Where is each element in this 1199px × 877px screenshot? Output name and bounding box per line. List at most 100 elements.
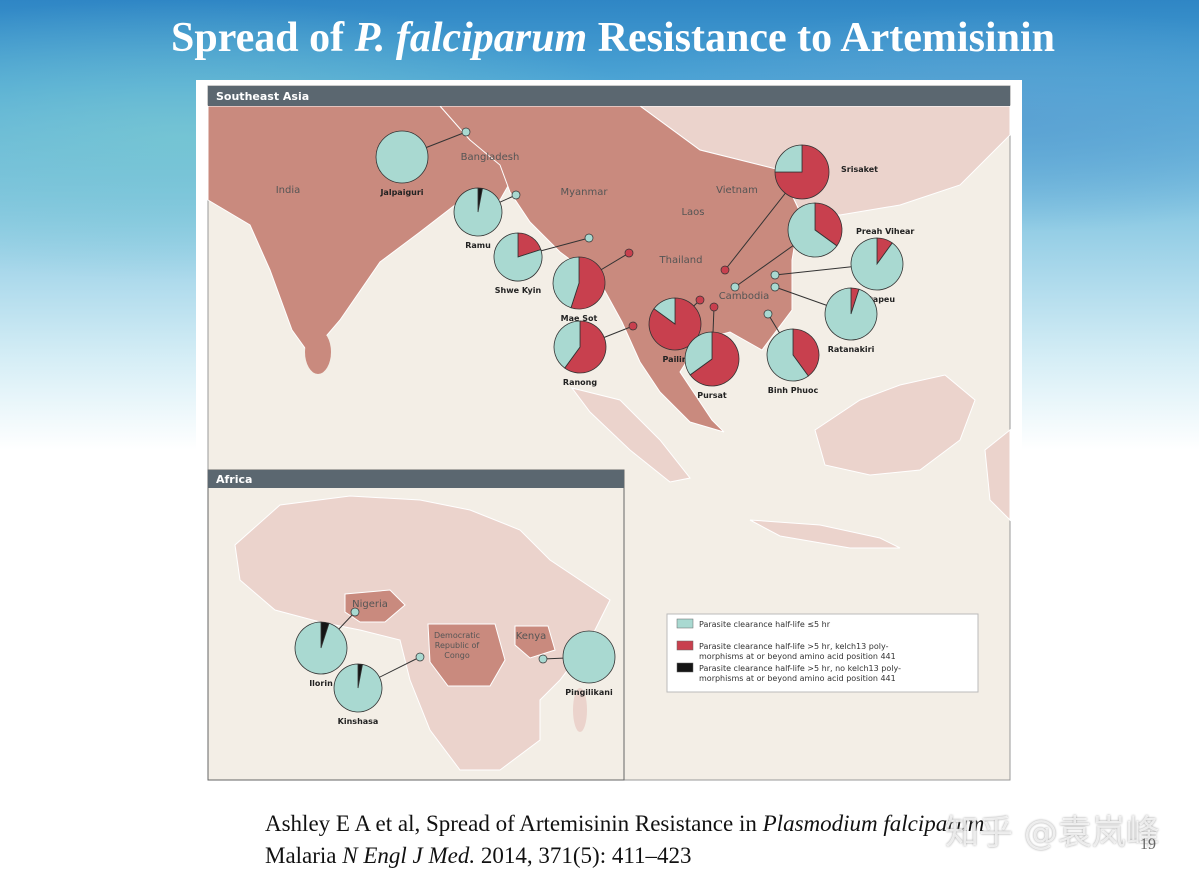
- legend-label: Parasite clearance half-life ≤5 hr: [699, 620, 831, 629]
- pie-slice: [564, 320, 607, 374]
- region-label: Congo: [444, 651, 470, 660]
- site-dot: [461, 127, 471, 137]
- land-endemic: [344, 589, 406, 623]
- pie-slice: [453, 187, 503, 237]
- region-label: Laos: [681, 207, 704, 218]
- citation-italic: Plasmodium falciparum: [762, 811, 985, 836]
- citation: Ashley E A et al, Spread of Artemisinin …: [265, 808, 984, 872]
- land-endemic: [427, 623, 506, 687]
- site-label: Ramu: [465, 241, 491, 250]
- site-dot: [709, 302, 719, 312]
- land-endemic: [514, 625, 556, 659]
- site-dot: [695, 295, 705, 305]
- site-dot: [350, 607, 360, 617]
- site-label: Pingilikani: [565, 688, 613, 697]
- land: [570, 387, 691, 483]
- legend-swatch: [676, 618, 694, 629]
- site-dot: [730, 282, 740, 292]
- pie-slice: [787, 202, 838, 258]
- site-label: Mae Sot: [561, 314, 598, 323]
- site-dot: [770, 270, 780, 280]
- legend-label: Parasite clearance half-life >5 hr, kelc…: [699, 642, 889, 651]
- region-label: Myanmar: [561, 187, 609, 198]
- pie-slice: [493, 232, 543, 282]
- region-label: Bangladesh: [461, 152, 520, 163]
- legend-label: morphisms at or beyond amino acid positi…: [699, 652, 896, 661]
- pie-slice: [648, 297, 702, 351]
- citation-italic: N Engl J Med.: [342, 843, 476, 868]
- pie-slice: [552, 256, 580, 309]
- watermark: 知乎 @袁岚峰: [945, 813, 1160, 853]
- land-endemic: [438, 105, 801, 433]
- site-dot: [763, 309, 773, 319]
- site-label: Ranong: [563, 378, 597, 387]
- region-label: India: [276, 185, 301, 196]
- legend: [666, 613, 979, 693]
- region-label: Thailand: [659, 255, 703, 266]
- pie-slice: [333, 663, 383, 713]
- region-label: Cambodia: [719, 291, 770, 302]
- pie-slice: [774, 144, 803, 173]
- pie-slice: [814, 202, 843, 247]
- region-label: Vietnam: [716, 185, 758, 196]
- pie-slice: [824, 287, 878, 341]
- site-label: Attapeu: [859, 295, 895, 304]
- panel-title: Africa: [216, 473, 252, 486]
- site-dot: [624, 248, 634, 258]
- title-italic: P. falciparum: [354, 15, 588, 61]
- region-label: Democratic: [434, 631, 480, 640]
- land: [749, 519, 901, 549]
- pie-slice: [294, 621, 348, 675]
- land: [234, 495, 611, 771]
- pie-slice: [553, 320, 581, 369]
- pie-slice: [570, 256, 606, 310]
- legend-swatch: [676, 640, 694, 651]
- region-label: Kenya: [516, 631, 547, 642]
- site-dot: [628, 321, 638, 331]
- panel-header: [208, 86, 1010, 106]
- land: [814, 374, 976, 476]
- land-endemic: [305, 330, 331, 374]
- site-label: Ratanakiri: [828, 345, 875, 354]
- pie-slice: [850, 237, 904, 291]
- pie-slice: [562, 630, 616, 684]
- site-label: Pursat: [697, 391, 727, 400]
- site-dot: [584, 233, 594, 243]
- pie-slice: [653, 297, 676, 325]
- site-dot: [511, 190, 521, 200]
- panel-title: Southeast Asia: [216, 90, 309, 103]
- site-label: Kinshasa: [338, 717, 379, 726]
- site-label: Shwe Kyin: [495, 286, 542, 295]
- pie-slice: [684, 331, 713, 376]
- site-dot: [415, 652, 425, 662]
- citation-text: 2014, 371(5): 411–423: [475, 843, 692, 868]
- site-label: Binh Phuoc: [768, 386, 819, 395]
- site-label: Preah Vihear: [856, 227, 914, 236]
- legend-swatch: [676, 662, 694, 673]
- title-text: Spread of: [171, 15, 355, 61]
- region-label: Republic of: [435, 641, 480, 650]
- site-dot: [770, 282, 780, 292]
- pie-slice: [766, 328, 809, 382]
- citation-text: Malaria: [265, 843, 343, 868]
- pie-slice: [375, 130, 429, 184]
- land: [984, 428, 1011, 522]
- region-label: Nigeria: [352, 599, 388, 610]
- site-label: Ilorin: [309, 679, 333, 688]
- page-number: 19: [1140, 836, 1156, 853]
- pie-slice: [689, 331, 740, 387]
- site-label: Pailin: [663, 355, 688, 364]
- title: Spread of P. falciparum Resistance to Ar…: [0, 14, 1199, 62]
- site-label: Srisaket: [841, 165, 878, 174]
- title-text: Resistance to Artemisinin: [587, 15, 1055, 61]
- site-dot: [538, 654, 548, 664]
- legend-label: Parasite clearance half-life >5 hr, no k…: [699, 664, 901, 673]
- legend-label: morphisms at or beyond amino acid positi…: [699, 674, 896, 683]
- site-dot: [720, 265, 730, 275]
- citation-text: Ashley E A et al, Spread of Artemisinin …: [265, 811, 763, 836]
- pie-slice: [792, 328, 820, 377]
- panel-header: [208, 470, 624, 488]
- site-label: Jalpaiguri: [379, 188, 423, 197]
